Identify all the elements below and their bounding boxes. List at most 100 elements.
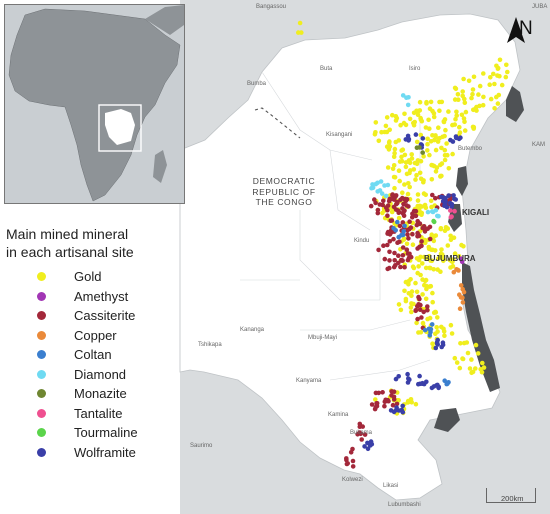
mining-site-dot (401, 120, 407, 126)
mining-site-dot (435, 213, 440, 219)
mining-site-dot (376, 247, 381, 253)
mining-site-dot (400, 147, 406, 152)
mining-site-dot (441, 329, 447, 334)
mining-site-dot (488, 96, 494, 102)
mining-site-dot (387, 239, 393, 244)
mining-site-dot (442, 333, 447, 339)
mining-site-dot (407, 116, 413, 122)
mining-site-dot (458, 341, 463, 346)
mining-site-dot (470, 369, 476, 375)
mining-site-dot (461, 76, 466, 82)
mining-site-dot (385, 207, 390, 213)
mining-site-dot (392, 258, 398, 263)
mining-site-dot (448, 322, 454, 328)
mining-site-dot (465, 350, 471, 356)
mining-site-dot (379, 129, 384, 135)
mining-site-dot (471, 74, 477, 80)
mining-site-dot (460, 295, 465, 301)
mining-site-dot (384, 115, 390, 120)
mining-site-dot (406, 158, 412, 163)
mining-site-dot (428, 99, 434, 105)
mining-site-dot (504, 62, 509, 68)
mining-site-dot (402, 264, 407, 270)
legend-label: Amethyst (74, 288, 129, 304)
mining-site-dot (450, 122, 455, 128)
mining-site-dot (415, 112, 421, 117)
mining-site-dot (395, 219, 400, 225)
mining-site-dot (418, 158, 424, 164)
mining-site-dot (391, 389, 397, 395)
mining-site-dot (448, 265, 453, 270)
scale-bar-label: 200km (501, 494, 524, 503)
mining-site-dot (400, 195, 405, 201)
mining-site-dot (386, 398, 391, 404)
mining-site-dot (415, 316, 420, 322)
mining-site-dot (399, 232, 404, 238)
mining-site-dot (497, 57, 503, 63)
mining-site-dot (401, 201, 406, 207)
mining-site-dot (427, 315, 433, 321)
mining-site-dot (452, 251, 458, 256)
mining-site-dot (425, 148, 430, 153)
mining-site-dot (442, 147, 448, 153)
mining-site-dot (388, 218, 394, 223)
mining-site-dot (376, 138, 382, 144)
mining-site-dot (445, 152, 450, 158)
mining-site-dot (435, 139, 441, 144)
mining-site-dot (297, 20, 303, 26)
mining-site-dot (425, 209, 431, 215)
mining-site-dot (492, 81, 497, 87)
mining-site-dot (416, 330, 421, 335)
rift-lakes (434, 86, 524, 432)
mining-site-dot (437, 99, 442, 105)
mining-site-dot (495, 101, 501, 106)
mining-site-dot (439, 324, 444, 330)
legend-swatch (37, 408, 46, 418)
mining-site-dot (406, 236, 411, 241)
mining-site-dot (433, 331, 438, 337)
mining-site-dot (408, 225, 414, 230)
country-label-line: THE CONGO (255, 197, 313, 207)
mining-site-dot (430, 192, 435, 198)
mining-site-dot (413, 177, 418, 182)
mining-site-dot (469, 357, 474, 362)
inset-extent-box (98, 104, 142, 152)
mining-site-dot (420, 136, 426, 141)
mining-site-dot (505, 69, 510, 75)
legend-label: Wolframite (74, 444, 136, 460)
mining-site-dot (380, 390, 385, 395)
mining-site-dot (469, 95, 474, 101)
mining-site-dot (442, 133, 447, 139)
mining-site-dot (420, 277, 425, 282)
place-label: Tshikapa (198, 342, 222, 348)
mining-site-dot (457, 292, 462, 298)
mining-site-dot (417, 170, 423, 176)
mining-site-dot (448, 233, 453, 239)
mining-site-dot (426, 117, 431, 123)
mining-site-dot (386, 198, 392, 204)
north-arrow-icon (507, 17, 525, 43)
mining-site-dot (369, 185, 374, 191)
mining-site-dot (369, 402, 375, 407)
mining-site-dot (459, 259, 465, 265)
legend-swatch (37, 330, 46, 340)
mining-site-dot (430, 290, 435, 296)
place-label: Kisangani (326, 132, 353, 138)
mining-site-dot (448, 208, 453, 213)
place-label: Kolwezi (342, 477, 363, 483)
mining-site-dot (453, 135, 459, 141)
mining-site-dot (375, 210, 381, 216)
legend-swatch (37, 350, 46, 360)
mining-site-dot (414, 172, 419, 178)
mining-site-dot (403, 164, 409, 170)
mining-site-dot (433, 169, 439, 174)
mining-site-dot (431, 310, 437, 316)
mining-site-dot (416, 257, 422, 263)
legend-swatch (37, 428, 46, 438)
mining-site-dot (420, 261, 425, 266)
legend-swatch (37, 291, 46, 301)
mining-site-dot (406, 181, 411, 186)
mining-site-dot (452, 85, 458, 91)
mining-site-dot (405, 371, 410, 377)
place-label: JUBA (532, 4, 548, 10)
